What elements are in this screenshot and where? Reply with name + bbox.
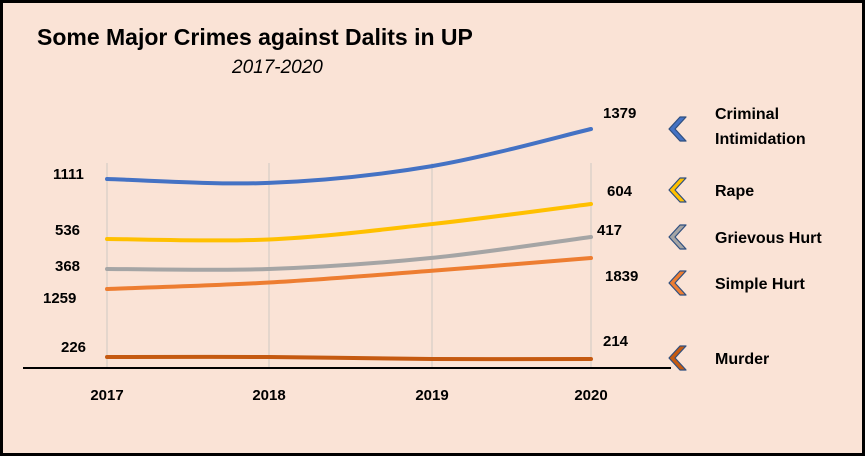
- legend-label-simple-hurt: Simple Hurt: [715, 276, 805, 293]
- legend-marker-rape-icon: [668, 177, 687, 203]
- x-tick-2020: 2020: [574, 387, 607, 404]
- data-label-rape-2020: 604: [607, 183, 633, 200]
- data-label-murder-2017: 226: [61, 339, 86, 356]
- x-axis-ticks: 2017 2018 2019 2020: [90, 387, 607, 404]
- chart-subtitle: 2017-2020: [231, 57, 323, 78]
- legend-label-murder: Murder: [715, 351, 769, 368]
- data-label-rape-2017: 536: [55, 222, 80, 239]
- legend-label-grievous-hurt: Grievous Hurt: [715, 230, 822, 247]
- data-label-murder-2020: 214: [603, 333, 629, 350]
- x-tick-2018: 2018: [252, 387, 285, 404]
- x-tick-2019: 2019: [415, 387, 448, 404]
- legend: Criminal Intimidation Rape Grievous Hurt Sim…: [668, 106, 822, 371]
- data-label-grievous-hurt-2020: 417: [597, 222, 622, 239]
- series-line-simple-hurt: [105, 256, 593, 291]
- chart-title: Some Major Crimes against Dalits in UP: [37, 24, 473, 50]
- series-line-criminal-intimidation: [105, 127, 593, 186]
- legend-label-rape: Rape: [715, 183, 754, 200]
- x-tick-2017: 2017: [90, 387, 123, 404]
- data-label-criminal-intimidation-2017: 1111: [53, 166, 84, 183]
- series-lines: [105, 127, 593, 362]
- series-line-grievous-hurt: [105, 235, 593, 272]
- gridlines: [106, 163, 592, 368]
- legend-marker-criminal-intimidation-icon: [668, 116, 687, 142]
- line-chart: Some Major Crimes against Dalits in UP 2…: [23, 24, 822, 404]
- data-label-criminal-intimidation-2020: 1379: [603, 105, 636, 122]
- data-label-simple-hurt-2017: 1259: [43, 290, 76, 307]
- series-line-murder: [105, 354, 593, 362]
- legend-marker-simple-hurt-icon: [668, 270, 687, 296]
- legend-marker-murder-icon: [668, 345, 687, 371]
- legend-label-criminal-intimidation: Criminal Intimidation: [715, 106, 806, 148]
- data-label-simple-hurt-2020: 1839: [605, 268, 638, 285]
- data-label-grievous-hurt-2017: 368: [55, 258, 80, 275]
- series-line-rape: [105, 202, 593, 243]
- data-labels: 1111 1379 536 604 368 417 1259 1839 226 214: [43, 105, 638, 356]
- legend-marker-grievous-hurt-icon: [668, 224, 687, 250]
